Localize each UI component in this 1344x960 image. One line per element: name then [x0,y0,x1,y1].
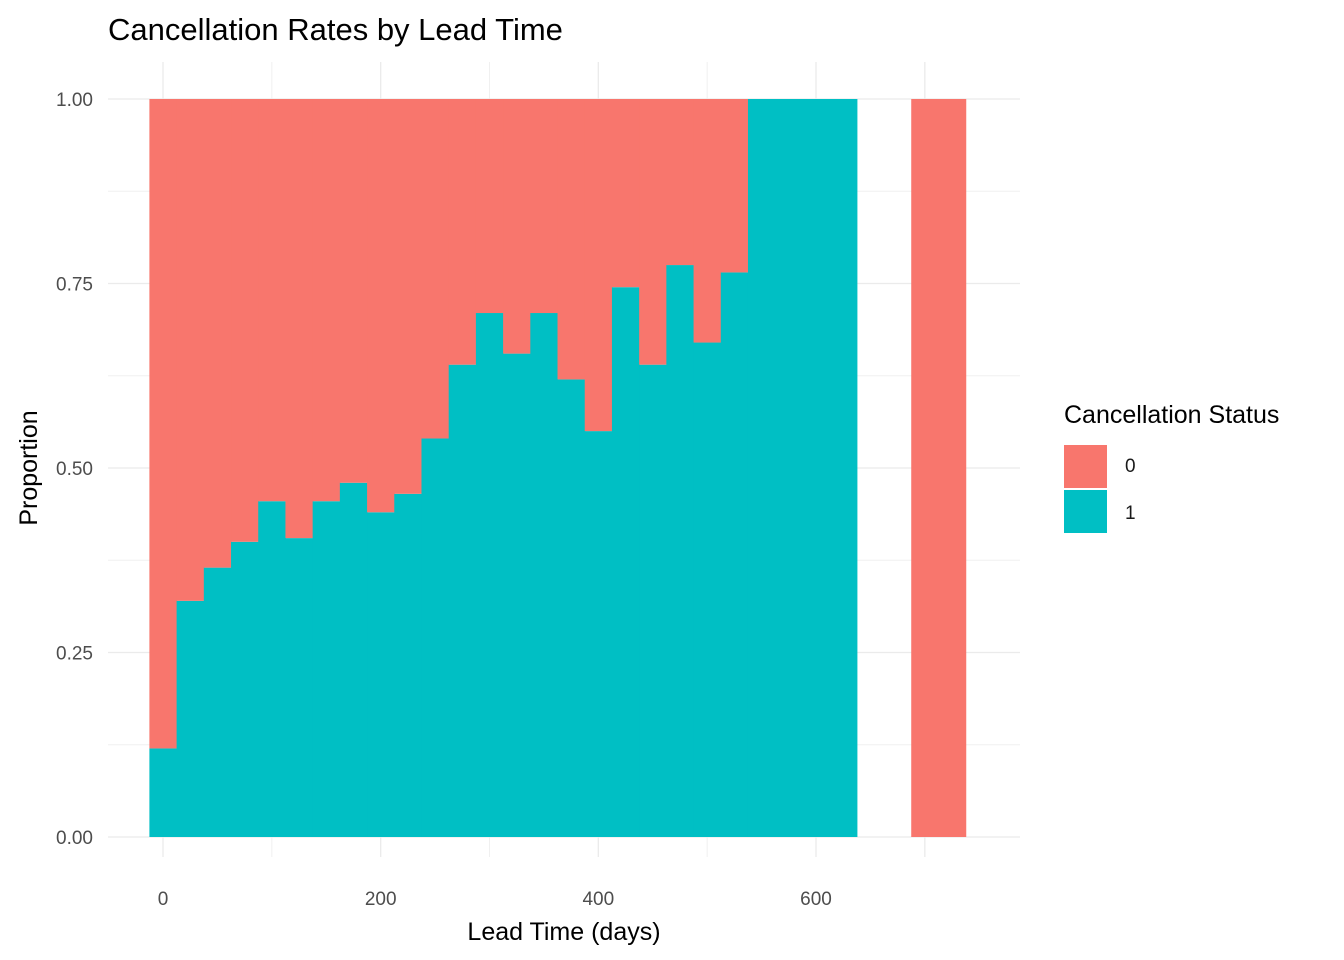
bar-cancel-0-17 [611,99,640,288]
bar-cancel-0-1 [176,99,205,601]
bar-cancel-1-20 [693,342,722,837]
legend-label-0: 0 [1125,456,1136,477]
bar-cancel-0-21 [720,99,749,273]
legend-key-0 [1064,445,1107,488]
bar-cancel-0-26 [911,99,940,837]
x-tick-label: 200 [365,889,397,910]
legend-title: Cancellation Status [1064,401,1280,429]
bar-cancel-1-11 [448,364,477,837]
bar-cancel-0-11 [448,99,477,365]
bar-cancel-0-4 [258,99,287,502]
bar-cancel-1-7 [339,482,368,837]
legend-key-1 [1064,490,1107,533]
bar-cancel-0-14 [530,99,559,314]
bar-cancel-1-23 [775,99,803,837]
bar-cancel-1-19 [666,265,695,837]
bar-cancel-1-24 [802,99,831,837]
bar-cancel-0-16 [584,99,613,432]
bar-cancel-1-3 [231,541,259,837]
bar-cancel-1-21 [720,272,749,837]
y-axis-title: Proportion [15,410,43,525]
bar-cancel-1-1 [176,600,205,837]
bar-cancel-1-17 [611,287,640,837]
bar-cancel-0-12 [475,99,504,314]
bar-cancel-1-25 [829,99,858,837]
bar-cancel-1-5 [285,538,314,837]
bar-layer [149,99,967,837]
bar-cancel-0-20 [693,99,722,343]
x-tick-label: 600 [800,889,832,910]
bar-cancel-0-7 [339,99,368,483]
y-tick-label: 0.50 [56,459,93,480]
bar-cancel-1-4 [258,501,287,837]
x-axis-title: Lead Time (days) [467,918,660,946]
bar-cancel-1-2 [203,567,232,837]
bar-cancel-0-18 [639,99,667,365]
bar-cancel-0-8 [367,99,395,513]
bar-cancel-1-12 [475,313,504,837]
bar-cancel-0-10 [421,99,450,439]
legend-label-1: 1 [1125,503,1136,524]
bar-cancel-1-10 [421,438,450,837]
y-tick-label: 0.75 [56,275,93,296]
bar-cancel-0-0 [149,99,178,749]
axis-layer: 0 200 400 600 0.00 0.25 0.50 0.75 1.00 Lead Time … [15,90,832,946]
y-tick-label: 1.00 [56,90,93,111]
bar-cancel-0-13 [503,99,531,354]
bar-cancel-1-8 [367,512,395,837]
bar-cancel-1-22 [747,99,776,837]
bar-cancel-1-16 [584,431,613,837]
y-tick-label: 0.25 [56,644,93,665]
bar-cancel-0-2 [203,99,232,568]
bar-cancel-0-3 [231,99,259,542]
bar-cancel-1-9 [394,493,423,837]
bar-cancel-0-9 [394,99,423,494]
bar-cancel-1-13 [503,353,531,837]
bar-cancel-1-6 [312,501,341,837]
bar-cancel-1-14 [530,313,559,837]
x-tick-label: 400 [582,889,614,910]
bar-cancel-0-5 [285,99,314,539]
x-tick-label: 0 [158,889,169,910]
y-tick-label: 0.00 [56,828,93,849]
bar-cancel-1-15 [557,379,586,837]
bar-cancel-1-18 [639,364,667,837]
bar-cancel-0-27 [938,99,967,837]
bar-cancel-0-15 [557,99,586,380]
bar-cancel-0-6 [312,99,341,502]
chart-title: Cancellation Rates by Lead Time [108,12,563,47]
bar-cancel-0-19 [666,99,695,266]
bar-cancel-1-0 [149,748,178,837]
